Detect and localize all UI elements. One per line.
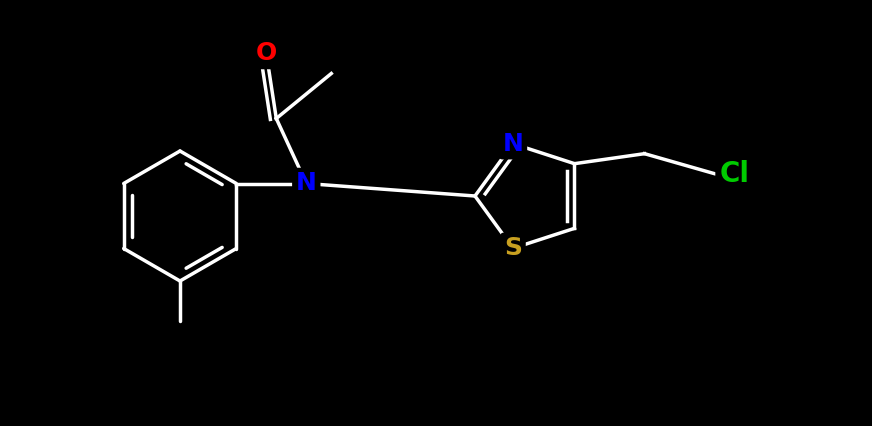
Text: N: N — [296, 172, 317, 196]
Text: Cl: Cl — [719, 160, 750, 188]
Text: N: N — [502, 132, 523, 155]
Text: O: O — [255, 41, 277, 66]
Text: S: S — [504, 236, 522, 260]
